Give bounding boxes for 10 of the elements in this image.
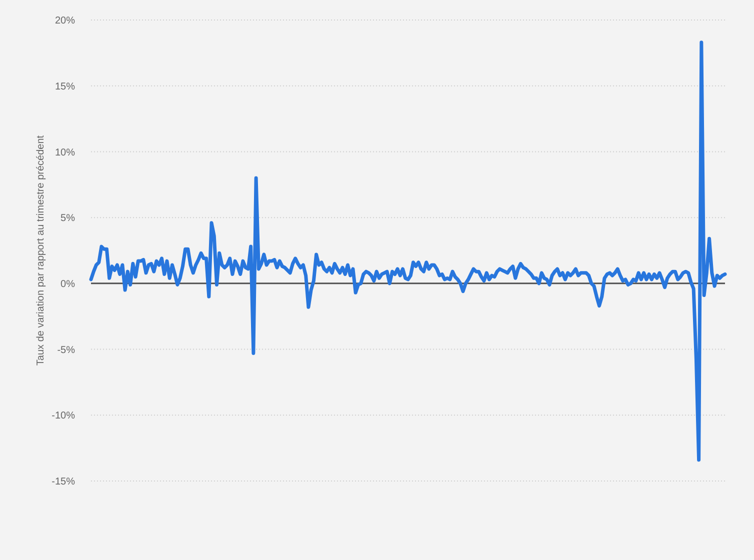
y-axis-title: Taux de variation par rapport au trimestre précédent (36, 135, 47, 366)
y-tick-label: 15% (54, 81, 76, 92)
y-tick-label: 0% (60, 278, 76, 290)
y-tick-label: -5% (57, 344, 76, 356)
y-tick-label: 10% (54, 147, 76, 158)
y-tick-label: -10% (52, 410, 76, 422)
y-tick-label: -15% (52, 476, 76, 488)
line-series (89, 40, 727, 462)
y-tick-label: 20% (54, 16, 76, 27)
y-tick-label: 5% (60, 213, 76, 224)
